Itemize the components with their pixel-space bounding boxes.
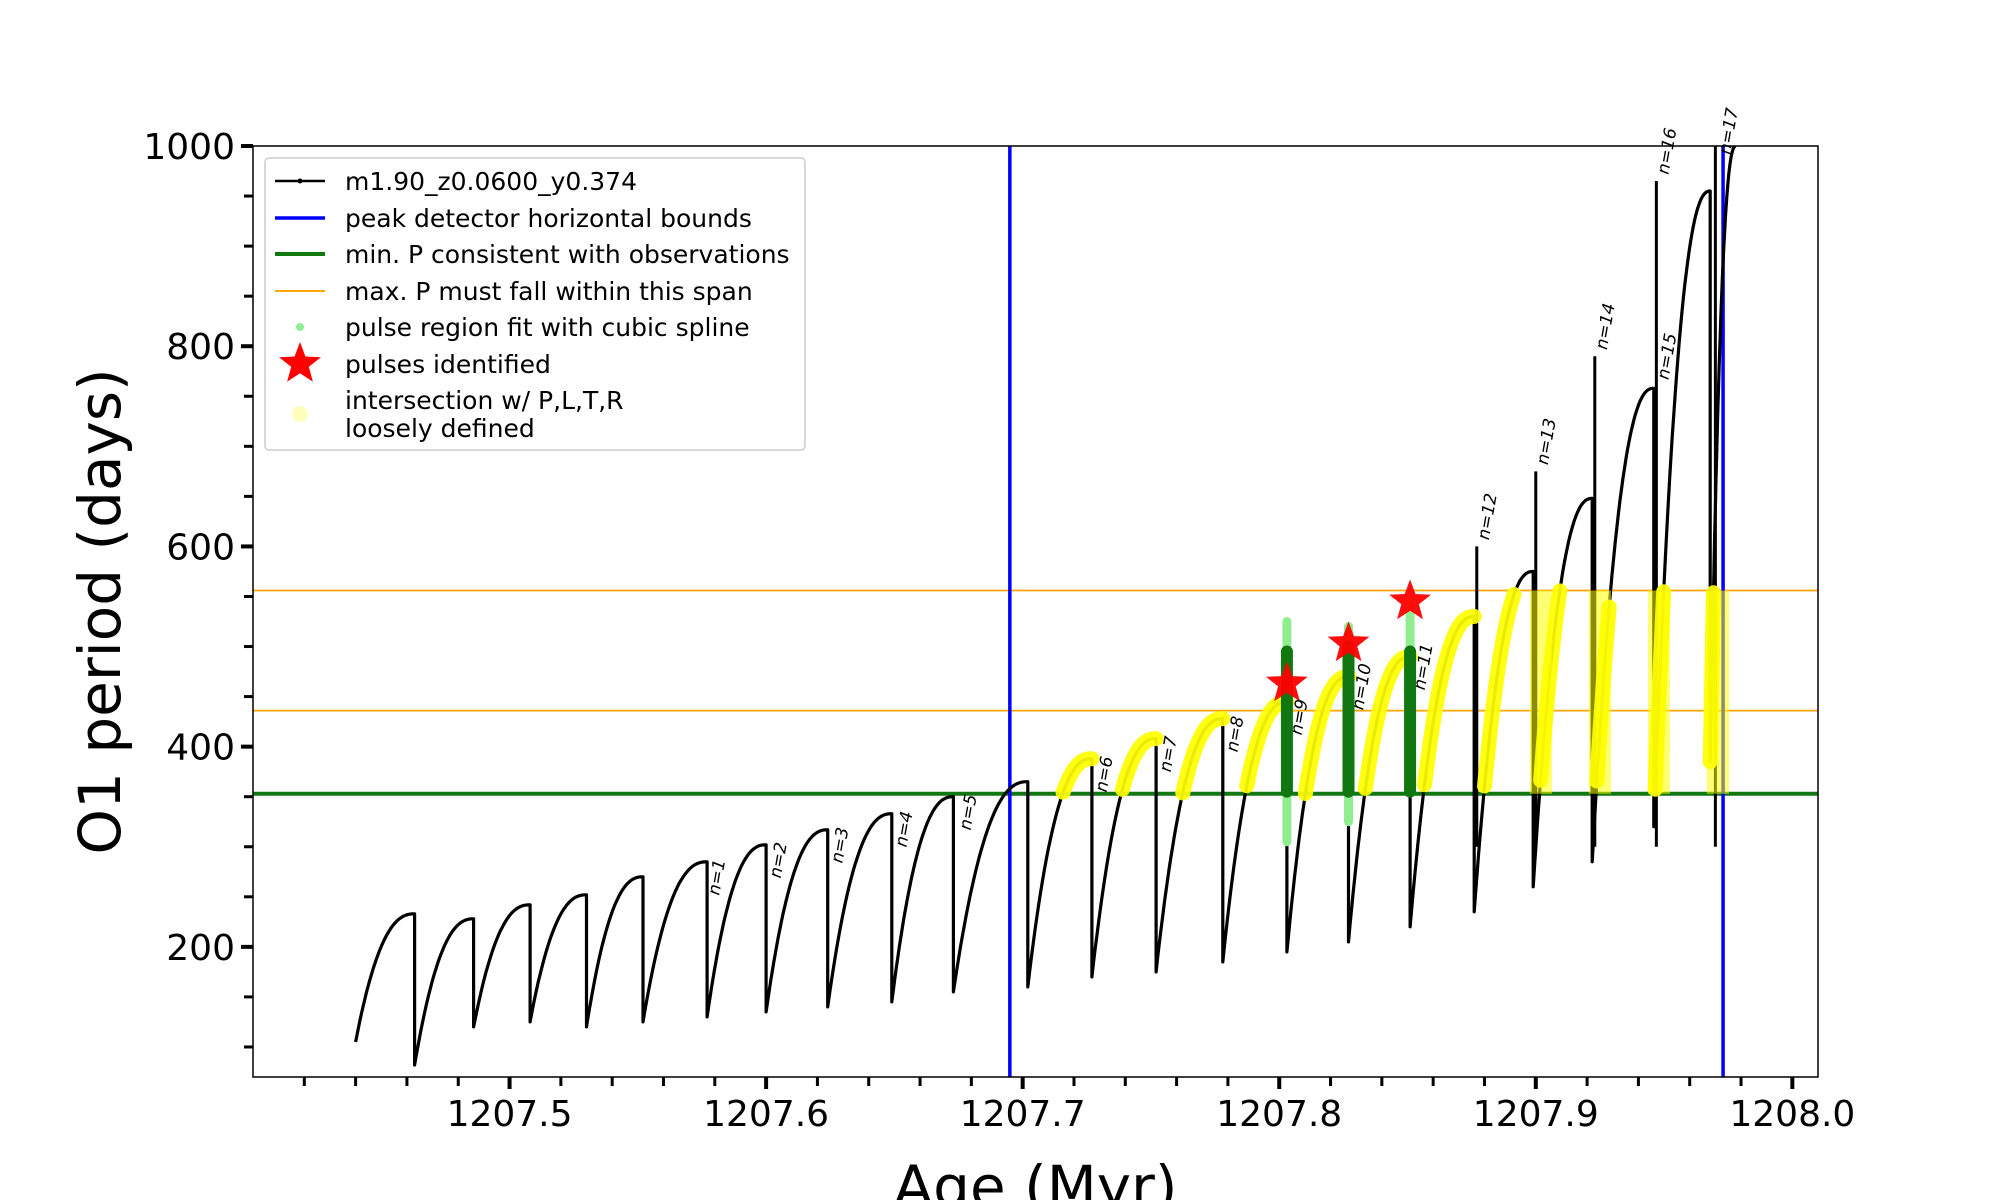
legend-marker-7 <box>292 406 308 422</box>
legend-label-4: max. P must fall within this span <box>345 277 753 306</box>
y-tick-label-5: 1000 <box>143 127 235 168</box>
legend-marker-dot-1 <box>297 178 303 184</box>
legend-label-2: peak detector horizontal bounds <box>345 204 752 233</box>
x-tick-label-3: 1207.7 <box>960 1094 1086 1135</box>
x-tick-label-1: 1207.5 <box>447 1094 573 1135</box>
x-tick-label-4: 1207.8 <box>1216 1094 1342 1135</box>
highlight-14 <box>1175 711 1231 801</box>
highlight-16 <box>1297 669 1356 801</box>
legend-label-1: m1.90_z0.0600_y0.374 <box>345 167 637 196</box>
highlight-12 <box>1055 751 1100 800</box>
x-tick-label-2: 1207.6 <box>703 1094 829 1135</box>
y-tick-label-3: 600 <box>166 527 235 568</box>
plot-frame <box>252 145 1819 1078</box>
y-axis-title: O1 period (days) <box>66 368 134 854</box>
axes: 200 400 600 800 1000 1207.5 1207.6 1207.7 1207.8… <box>143 127 1855 1135</box>
legend-label-8: loosely defined <box>345 414 535 443</box>
x-tick-label-6: 1208.0 <box>1729 1094 1855 1135</box>
pulse-star-3 <box>1389 579 1431 620</box>
overlay-layer <box>1055 579 1729 847</box>
y-tick-label-1: 200 <box>166 928 235 969</box>
highlight-13 <box>1114 731 1164 797</box>
highlight-18 <box>1417 609 1482 793</box>
legend-label-6: pulses identified <box>345 350 551 379</box>
legend-box <box>264 157 806 451</box>
pulse-star-2 <box>1327 621 1370 662</box>
legend-label-5: pulse region fit with cubic spline <box>345 313 750 342</box>
y-tick-label-2: 400 <box>166 728 235 769</box>
x-tick-label-5: 1207.9 <box>1473 1094 1599 1135</box>
legend-label-7: intersection w/ P,L,T,R <box>345 386 624 415</box>
highlight-17 <box>1357 649 1418 796</box>
reference-lines <box>253 146 1818 1077</box>
x-axis-title: Age (Myr) <box>893 1153 1177 1200</box>
legend-marker-5 <box>296 323 304 331</box>
y-tick-label-4: 800 <box>166 327 235 368</box>
highlight-19 <box>1477 586 1522 794</box>
legend-label-3: min. P consistent with observations <box>345 240 790 269</box>
pulse-star-1 <box>1266 661 1308 702</box>
legend-marker-6 <box>279 342 321 382</box>
highlight-15 <box>1239 694 1295 794</box>
